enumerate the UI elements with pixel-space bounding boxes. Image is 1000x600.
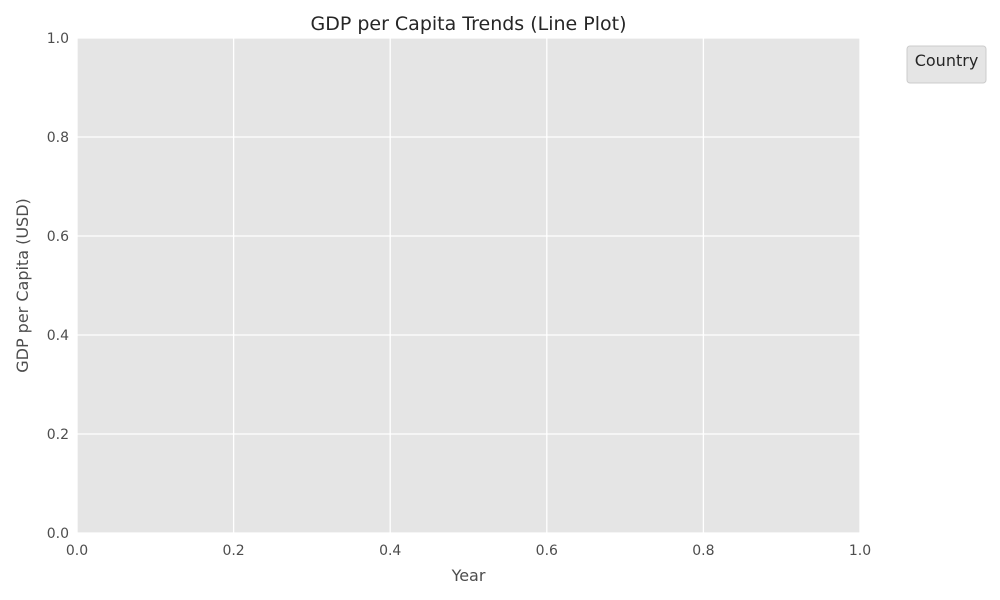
grid-lines [76, 37, 861, 534]
y-tick-label: 0.8 [47, 130, 69, 146]
y-tick-label: 0.4 [47, 328, 69, 344]
y-axis-ticks: 0.0 0.2 0.4 0.6 0.8 1.0 [47, 31, 69, 542]
y-tick-label: 0.0 [47, 526, 69, 542]
y-axis-label: GDP per Capita (USD) [13, 198, 32, 373]
legend-title: Country [915, 51, 979, 70]
chart-title: GDP per Capita Trends (Line Plot) [310, 13, 626, 35]
x-tick-label: 0.2 [222, 543, 244, 559]
plot-area [77, 38, 860, 533]
x-tick-label: 0.4 [379, 543, 401, 559]
x-tick-label: 0.6 [536, 543, 558, 559]
x-tick-label: 1.0 [849, 543, 871, 559]
y-tick-label: 0.2 [47, 427, 69, 443]
x-axis-label: Year [451, 566, 486, 585]
y-tick-label: 1.0 [47, 31, 69, 47]
x-tick-label: 0.8 [692, 543, 714, 559]
y-tick-label: 0.6 [47, 229, 69, 245]
legend-box [906, 45, 987, 84]
x-axis-ticks: 0.0 0.2 0.4 0.6 0.8 1.0 [66, 543, 871, 559]
x-tick-label: 0.0 [66, 543, 88, 559]
legend: Country [906, 45, 987, 84]
